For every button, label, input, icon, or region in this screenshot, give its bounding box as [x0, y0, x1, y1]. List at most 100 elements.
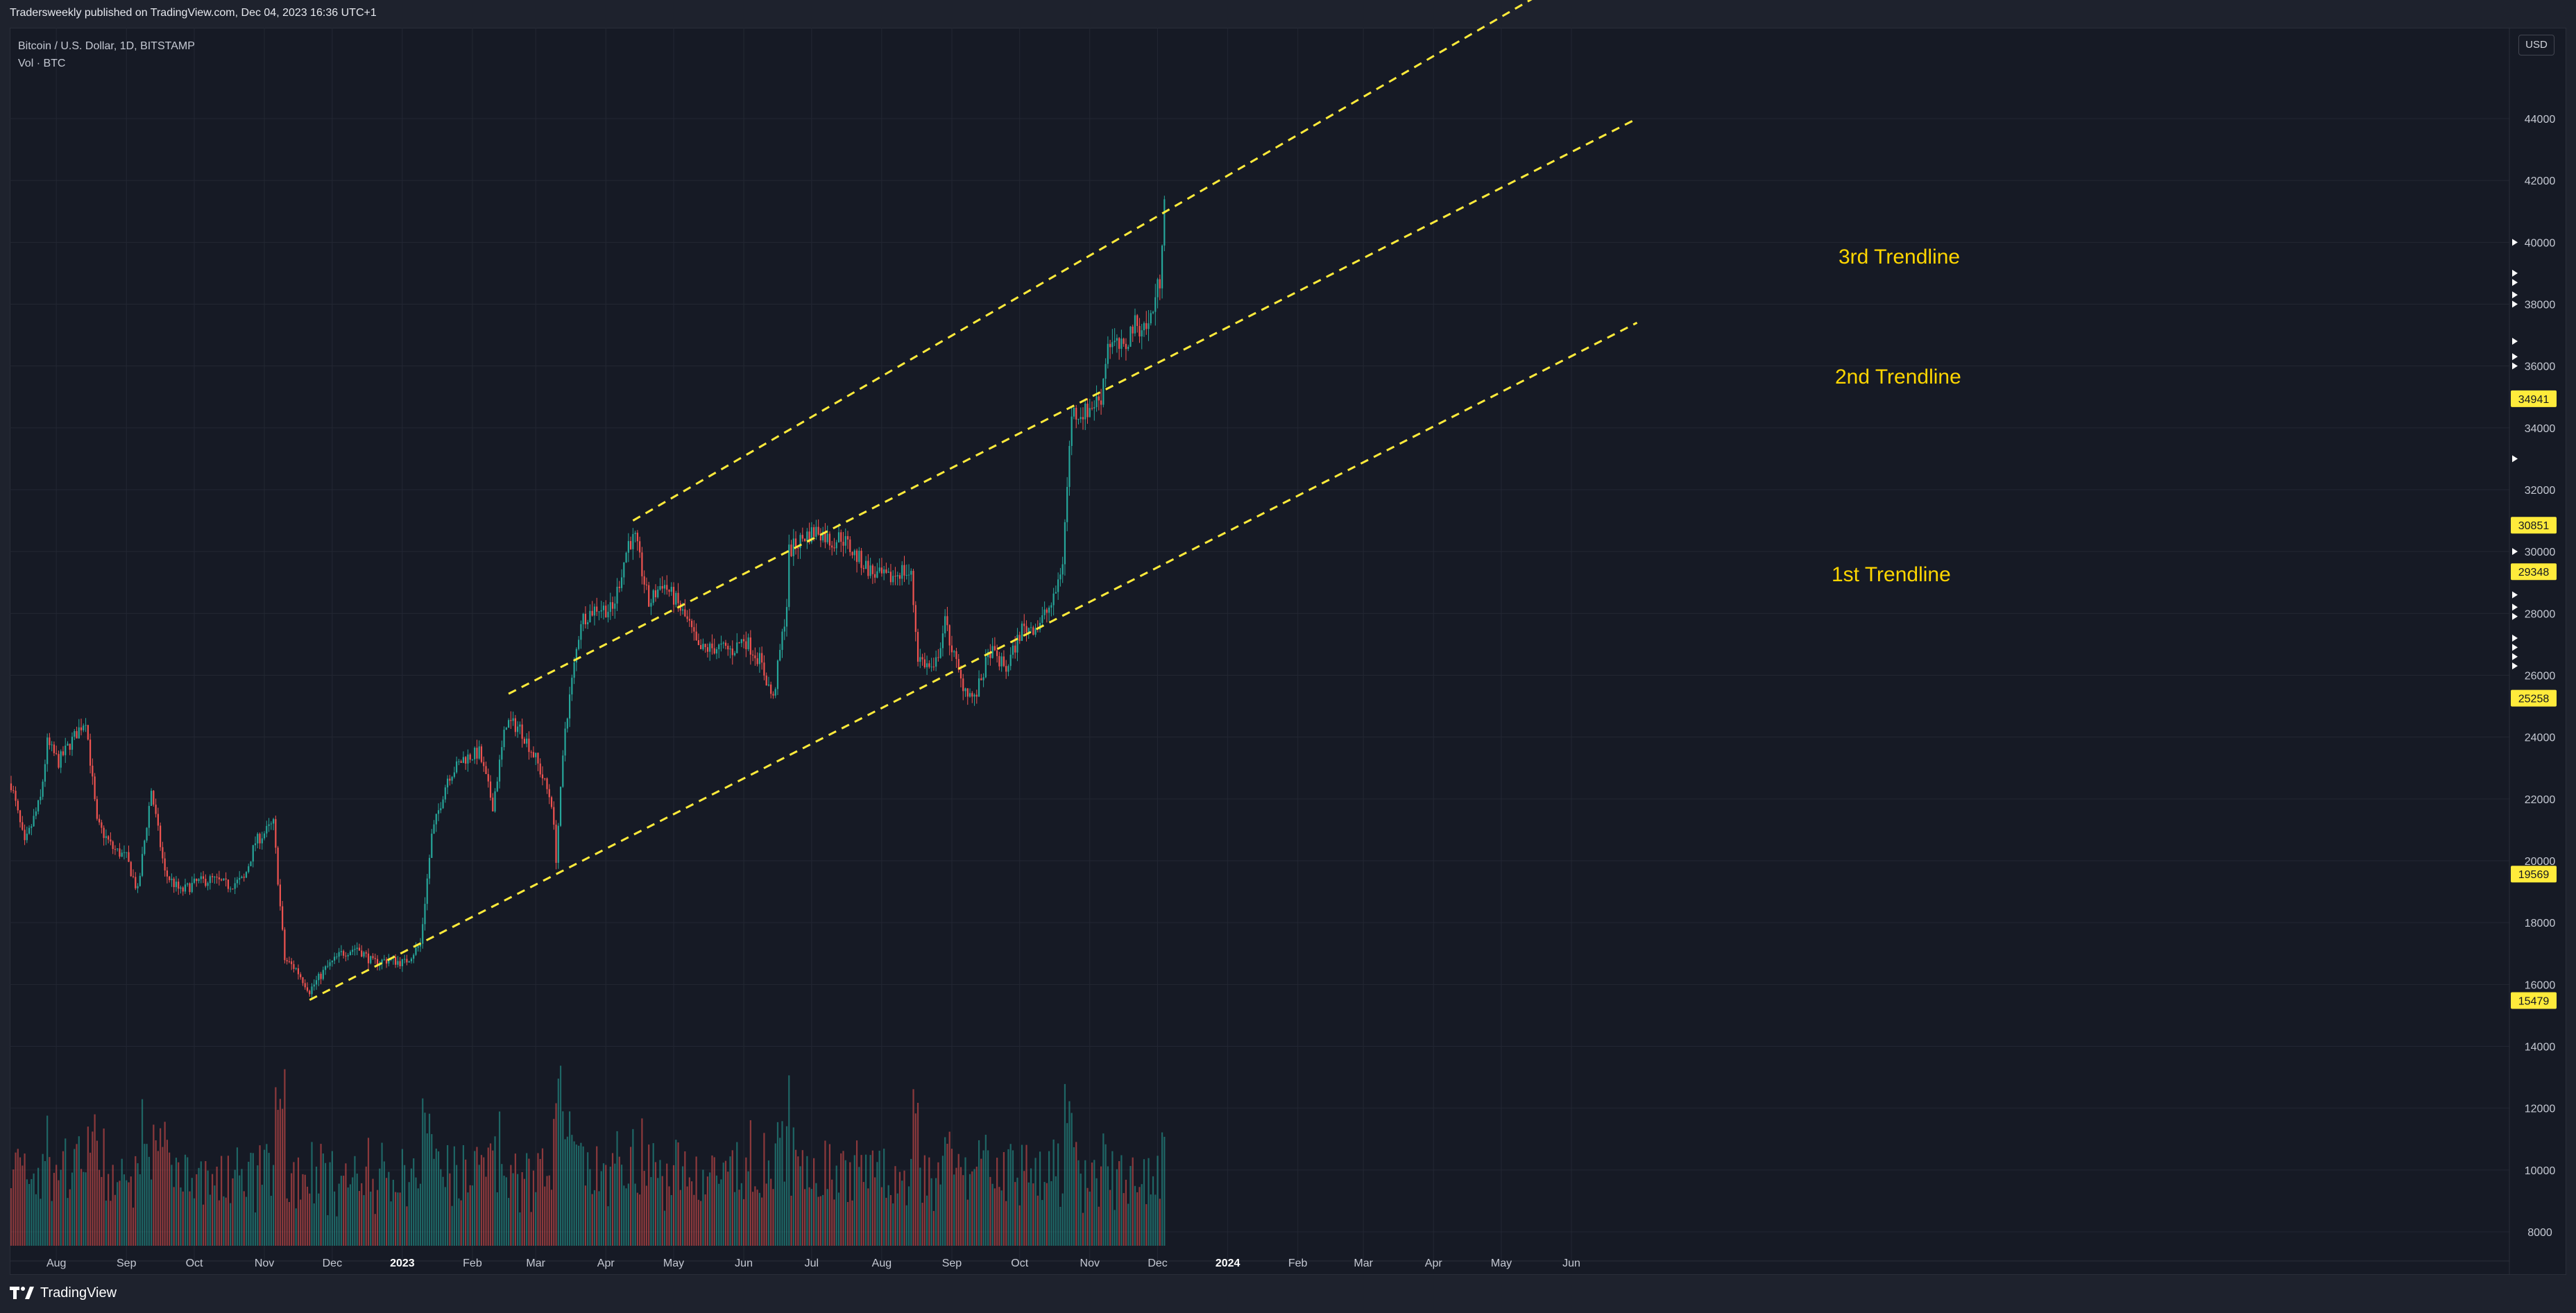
candle-body[interactable] [478, 746, 480, 759]
candle-body[interactable] [878, 567, 880, 572]
candle-body[interactable] [309, 990, 311, 995]
candle-body[interactable] [874, 574, 876, 578]
candle-body[interactable] [419, 943, 422, 947]
candle-body[interactable] [324, 966, 327, 970]
candle-body[interactable] [487, 774, 489, 782]
candle-body[interactable] [727, 646, 729, 650]
candle-body[interactable] [663, 585, 666, 589]
candle-body[interactable] [218, 877, 220, 879]
candle-body[interactable] [35, 811, 37, 816]
candle-body[interactable] [372, 956, 374, 959]
candle-body[interactable] [993, 646, 996, 651]
candle-body[interactable] [288, 961, 291, 963]
candle-body[interactable] [634, 533, 636, 534]
candle-body[interactable] [758, 653, 760, 664]
candle-body[interactable] [514, 718, 516, 732]
candle-body[interactable] [944, 616, 946, 634]
candle-body[interactable] [221, 879, 223, 881]
candle-body[interactable] [670, 587, 672, 592]
candle-body[interactable] [636, 533, 638, 542]
candle-body[interactable] [697, 640, 699, 646]
candle-body[interactable] [625, 552, 627, 563]
candle-body[interactable] [765, 676, 767, 686]
candle-body[interactable] [433, 824, 435, 834]
candle-body[interactable] [180, 887, 182, 889]
candle-body[interactable] [12, 790, 15, 791]
candle-body[interactable] [311, 986, 313, 995]
candle-body[interactable] [184, 884, 187, 892]
candle-body[interactable] [51, 744, 53, 746]
candle-body[interactable] [74, 731, 76, 737]
candle-body[interactable] [404, 959, 406, 960]
candle-body[interactable] [347, 954, 349, 956]
candle-body[interactable] [1132, 326, 1134, 334]
candle-body[interactable] [80, 727, 83, 730]
candle-body[interactable] [1055, 592, 1057, 594]
candle-body[interactable] [562, 755, 564, 787]
candle-body[interactable] [121, 852, 123, 857]
candle-body[interactable] [978, 678, 980, 697]
candle-body[interactable] [474, 748, 476, 760]
candle-body[interactable] [941, 633, 944, 649]
candle-body[interactable] [788, 544, 790, 608]
candle-body[interactable] [273, 818, 275, 824]
candle-body[interactable] [578, 640, 580, 649]
candle-body[interactable] [989, 651, 991, 658]
candle-body[interactable] [363, 952, 365, 957]
candle-body[interactable] [449, 778, 451, 781]
candle-body[interactable] [756, 658, 758, 664]
candle-body[interactable] [103, 827, 105, 839]
candle-body[interactable] [202, 876, 205, 879]
candle-body[interactable] [1148, 323, 1150, 329]
candle-body[interactable] [356, 947, 358, 950]
candle-body[interactable] [550, 797, 553, 807]
candle-body[interactable] [681, 609, 684, 611]
candle-body[interactable] [444, 787, 446, 800]
candle-body[interactable] [209, 876, 211, 884]
candle-body[interactable] [108, 836, 110, 840]
alert-marker-icon[interactable] [2512, 300, 2518, 308]
candle-body[interactable] [783, 626, 785, 632]
candle-body[interactable] [709, 643, 711, 652]
candle-body[interactable] [99, 818, 101, 823]
candle-body[interactable] [388, 960, 390, 964]
candle-body[interactable] [926, 663, 928, 667]
candle-body[interactable] [568, 694, 571, 719]
candle-body[interactable] [528, 738, 530, 753]
candle-body[interactable] [898, 575, 901, 579]
candle-body[interactable] [89, 739, 92, 766]
candle-body[interactable] [352, 950, 354, 952]
candle-body[interactable] [53, 744, 56, 753]
candle-body[interactable] [336, 956, 338, 958]
candle-body[interactable] [395, 957, 397, 965]
candle-body[interactable] [510, 720, 512, 721]
candle-body[interactable] [505, 728, 507, 730]
candle-body[interactable] [806, 531, 808, 542]
candle-body[interactable] [1048, 607, 1050, 613]
candle-body[interactable] [1021, 624, 1023, 642]
candle-body[interactable] [483, 762, 485, 766]
candle-body[interactable] [236, 879, 239, 884]
candle-body[interactable] [946, 616, 948, 626]
candle-body[interactable] [557, 825, 559, 863]
candle-body[interactable] [338, 952, 340, 957]
candle-body[interactable] [1123, 338, 1125, 344]
candle-body[interactable] [982, 677, 984, 680]
candle-body[interactable] [1118, 338, 1120, 349]
candle-body[interactable] [123, 852, 126, 853]
alert-marker-icon[interactable] [2512, 279, 2518, 286]
candle-body[interactable] [205, 878, 207, 886]
candle-body[interactable] [693, 627, 695, 632]
candle-body[interactable] [198, 879, 200, 882]
candle-body[interactable] [883, 569, 885, 574]
alert-marker-icon[interactable] [2512, 662, 2518, 670]
candle-body[interactable] [85, 725, 87, 726]
candle-body[interactable] [1046, 609, 1048, 613]
candle-body[interactable] [489, 781, 492, 798]
alert-marker-icon[interactable] [2512, 603, 2518, 611]
candle-body[interactable] [261, 838, 263, 843]
candle-body[interactable] [175, 882, 178, 887]
candle-body[interactable] [1102, 379, 1104, 405]
candle-body[interactable] [957, 659, 959, 670]
alert-marker-icon[interactable] [2512, 644, 2518, 651]
